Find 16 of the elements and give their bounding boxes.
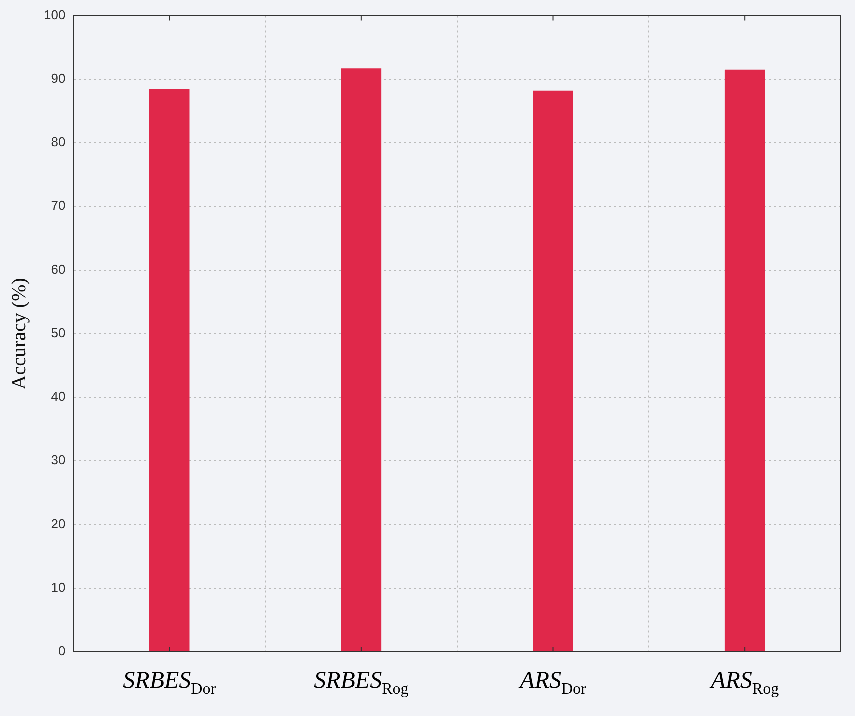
y-axis-title: Accuracy (%) — [8, 278, 30, 390]
bar — [533, 90, 574, 652]
y-tick-label: 60 — [51, 262, 66, 277]
y-tick-label: 30 — [51, 452, 66, 468]
y-tick-label: 40 — [51, 389, 66, 404]
y-tick-label: 10 — [51, 580, 66, 595]
y-tick-label: 100 — [44, 7, 66, 22]
y-tick-label: 90 — [51, 71, 66, 86]
y-tick-label: 50 — [51, 325, 66, 340]
y-tick-label: 20 — [51, 516, 66, 532]
bar — [724, 70, 766, 652]
bar — [341, 68, 382, 652]
y-tick-label: 70 — [51, 198, 66, 214]
y-tick-label: 0 — [58, 644, 66, 659]
y-tick-label: 80 — [51, 134, 66, 150]
bar — [149, 88, 190, 652]
